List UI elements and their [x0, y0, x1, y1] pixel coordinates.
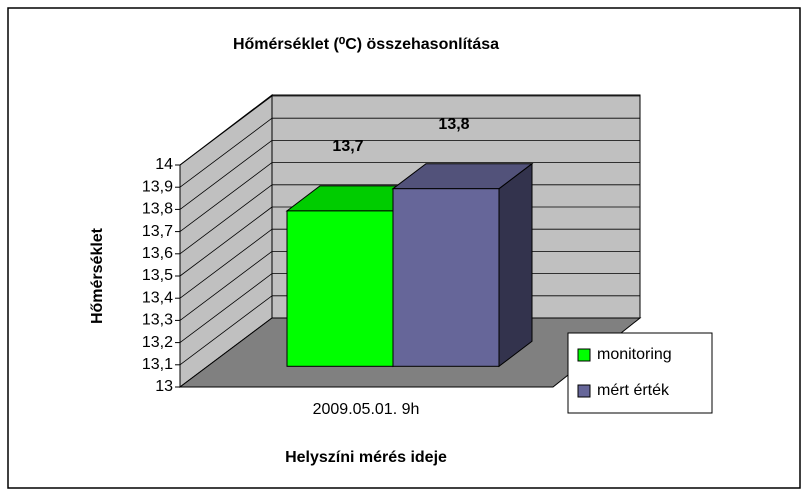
bar-side [498, 162, 533, 368]
y-tick-label: 13,6 [142, 245, 173, 262]
y-tick-label: 14 [155, 156, 173, 173]
grid-line [179, 162, 273, 232]
y-tick-label: 13,3 [142, 312, 173, 329]
y-tick-label: 13,4 [142, 289, 173, 306]
y-tick-label: 13,1 [142, 356, 173, 373]
bar [286, 210, 394, 367]
grid-line [179, 117, 273, 188]
y-tick-label: 13,9 [142, 178, 173, 195]
x-axis-label: Helyszíni mérés ideje [285, 449, 447, 466]
y-axis-label: Hőmérséklet [89, 227, 106, 324]
legend-label: mért érték [597, 382, 670, 399]
legend-swatch [577, 384, 591, 398]
y-tick-label: 13,2 [142, 334, 173, 351]
grid-line [179, 273, 273, 343]
grid-line [179, 228, 273, 299]
grid-line [179, 184, 273, 255]
chart-title: Hőmérséklet (⁰C) összehasonlítása [233, 36, 499, 53]
grid-line [179, 295, 273, 366]
legend-swatch [577, 348, 591, 362]
data-label: 13,7 [332, 138, 363, 155]
data-label: 13,8 [438, 116, 469, 133]
y-tick-label: 13,8 [142, 201, 173, 218]
y-tick-label: 13,7 [142, 223, 173, 240]
y-tick-label: 13 [155, 378, 173, 395]
grid-line [179, 95, 273, 166]
grid-line [179, 251, 273, 321]
x-tick-label: 2009.05.01. 9h [313, 401, 420, 418]
legend [567, 332, 713, 414]
bar [392, 188, 500, 367]
grid-line [179, 206, 273, 277]
grid-line [179, 140, 273, 210]
y-tick-label: 13,5 [142, 267, 173, 284]
legend-label: monitoring [597, 346, 672, 363]
